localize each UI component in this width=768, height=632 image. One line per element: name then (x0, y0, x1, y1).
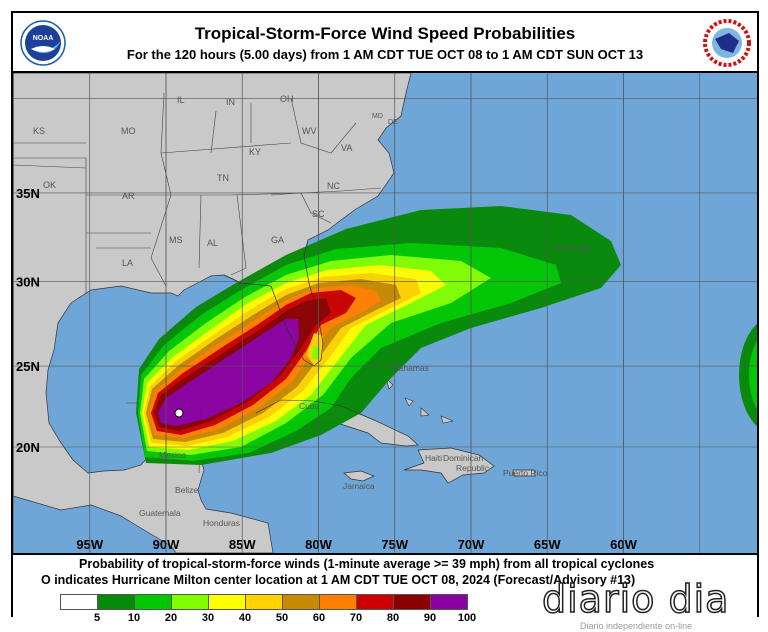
figure-frame: NOAA Tropical-Storm-Force Wind Speed Pro… (11, 11, 759, 624)
map-title: Tropical-Storm-Force Wind Speed Probabil… (194, 24, 576, 43)
legend-level-label: 80 (386, 612, 400, 624)
legend-swatch (208, 594, 246, 610)
florida-coastline (223, 239, 324, 367)
nws-logo (703, 19, 751, 67)
state-label: OK (43, 180, 56, 190)
lat-lon-grid: 95W 90W 85W 80W 75W 70W 65W 60W 35N 30N 25N 20N (13, 73, 757, 553)
state-label: IL (177, 95, 185, 105)
state-label: AR (122, 191, 135, 201)
legend-description: Probability of tropical-storm-force wind… (79, 557, 655, 571)
legend-swatch (97, 594, 135, 610)
land-hispaniola (403, 447, 495, 484)
place-label-cuba: Cuba (299, 401, 320, 411)
place-label-bahamas: Bahamas (393, 363, 429, 373)
state-label: DE (388, 119, 398, 126)
axis-tick-label: 85W (229, 537, 256, 552)
place-labels: Bermuda Bahamas Cuba Mexico Belize Guate… (139, 243, 591, 528)
state-labels: KS MO IL IN OH WV KY VA MD DE OK AR TN N… (33, 94, 398, 268)
axis-tick-label: 75W (381, 537, 408, 552)
state-label: IN (226, 97, 235, 107)
svg-text:NOAA: NOAA (33, 35, 54, 42)
axis-tick-label: 25N (16, 359, 40, 374)
svg-text:Diario independiente on-line: Diario independiente on-line (580, 621, 692, 631)
probability-contours (136, 206, 757, 465)
map-subtitle: For the 120 hours (5.00 days) from 1 AM … (126, 47, 644, 62)
legend: Probability of tropical-storm-force wind… (13, 553, 757, 624)
axis-tick-label: 65W (534, 537, 561, 552)
state-label: WV (302, 126, 317, 136)
contour-5-east (739, 323, 757, 427)
storm-center-marker (174, 408, 184, 418)
axis-tick-label: 35N (16, 186, 40, 201)
legend-swatch (134, 594, 172, 610)
state-label: KS (33, 126, 45, 136)
land-jamaica (343, 470, 375, 482)
state-label: OH (280, 94, 294, 104)
legend-level-label: 10 (127, 612, 141, 624)
axis-tick-label: 70W (458, 537, 485, 552)
state-label: MS (169, 235, 183, 245)
place-label-republic: Republic (456, 463, 490, 473)
state-label: SC (312, 209, 325, 219)
place-label-belize: Belize (175, 485, 198, 495)
state-label: MD (372, 113, 383, 120)
place-label-bermuda: Bermuda (556, 243, 591, 253)
state-label: AL (207, 238, 218, 248)
axis-tick-label: 30N (16, 275, 40, 290)
legend-level-label: 40 (238, 612, 252, 624)
axis-tick-label: 20N (16, 440, 40, 455)
legend-level-label: 100 (457, 612, 477, 624)
legend-swatch (60, 594, 98, 610)
legend-swatch (393, 594, 431, 610)
legend-swatch (171, 594, 209, 610)
legend-level-label: 50 (275, 612, 289, 624)
state-label: VA (341, 143, 352, 153)
legend-storm-note: O indicates Hurricane Milton center loca… (41, 573, 636, 587)
state-label: LA (122, 258, 133, 268)
place-label-jamaica: Jamaica (343, 481, 375, 491)
place-label-honduras: Honduras (203, 518, 240, 528)
state-label: TN (217, 173, 229, 183)
place-label-haiti: Haiti (425, 453, 442, 463)
place-label-dominican: Dominican (443, 453, 483, 463)
contour-florida-south (312, 345, 320, 359)
legend-swatch (430, 594, 468, 610)
land-puerto-rico (512, 469, 536, 477)
legend-level-label: 20 (164, 612, 178, 624)
legend-level-label: 30 (201, 612, 215, 624)
place-label-guatemala: Guatemala (139, 508, 181, 518)
state-label: KY (249, 147, 261, 157)
legend-level-label: 70 (349, 612, 363, 624)
place-label-puerto-rico: Puerto Rico (503, 468, 548, 478)
legend-swatch (319, 594, 357, 610)
map: 95W 90W 85W 80W 75W 70W 65W 60W 35N 30N 25N 20N KS … (13, 73, 757, 553)
place-label-mexico: Mexico (159, 450, 186, 460)
axis-tick-label: 90W (153, 537, 180, 552)
axis-tick-label: 95W (76, 537, 103, 552)
state-label: NC (327, 181, 340, 191)
state-label: MO (121, 126, 136, 136)
axis-tick-label: 60W (610, 537, 637, 552)
legend-level-label: 5 (93, 612, 101, 624)
contour-10-east (749, 340, 757, 410)
state-label: GA (271, 235, 284, 245)
legend-level-label: 60 (312, 612, 326, 624)
noaa-logo: NOAA (20, 20, 66, 66)
contour-90 (158, 319, 299, 426)
legend-swatch (245, 594, 283, 610)
cuba-outline (255, 399, 375, 421)
header: NOAA Tropical-Storm-Force Wind Speed Pro… (13, 13, 757, 73)
legend-level-label: 90 (423, 612, 437, 624)
legend-swatch (282, 594, 320, 610)
axis-tick-label: 80W (305, 537, 332, 552)
legend-swatch (356, 594, 394, 610)
